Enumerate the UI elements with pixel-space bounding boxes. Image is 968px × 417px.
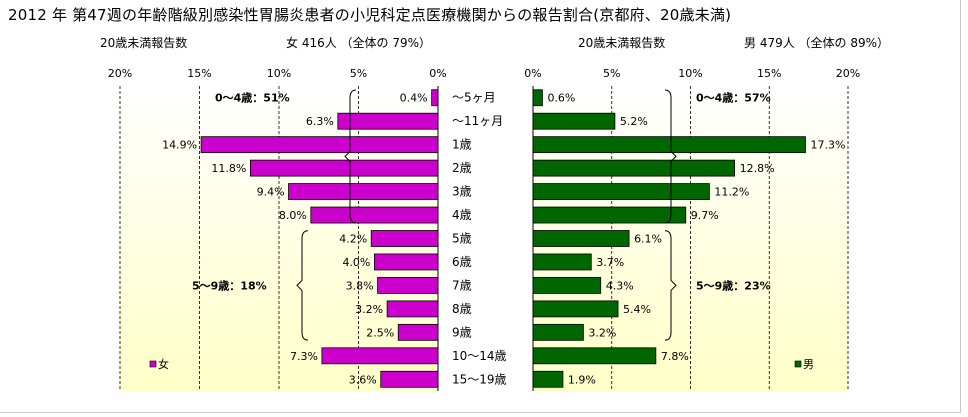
female-value-label: 7.3% [290,350,318,363]
age-category-label: 15～19歳 [452,372,507,386]
male-tick-label: 20% [836,67,860,80]
female-bar [310,206,439,224]
male-tick-label: 0% [524,67,541,80]
male-bar [532,300,619,318]
female-group-bracket [296,230,309,341]
male-bar [532,136,806,154]
female-group-annotation: 5～9歳：18% [192,278,267,292]
female-group-annotation: 0～4歳：51% [215,91,290,105]
female-legend-swatch [149,360,157,368]
female-bar [370,230,439,247]
male-total-label: 20歳未満報告数 [578,36,666,50]
female-total-summary: 女 416人 （全体の 79%） [286,36,432,50]
age-category-label: 2歳 [452,161,472,175]
female-tick-label: 15% [187,67,211,80]
female-group-bracket [344,89,357,224]
male-tick-label: 5% [603,67,620,80]
male-bar [532,206,687,224]
female-value-label: 11.8% [211,162,246,175]
male-value-label: 12.8% [740,162,775,175]
male-group-annotation: 0～4歳：57% [696,91,771,105]
female-bar [288,183,439,200]
male-value-label: 17.3% [810,139,845,152]
female-value-label: 8.0% [279,209,307,222]
age-category-label: ～11ヶ月 [452,114,503,128]
age-category-label: 9歳 [452,325,472,339]
male-value-label: 6.1% [634,233,662,246]
female-tick-label: 10% [267,67,291,80]
male-value-label: 5.2% [620,115,648,128]
female-value-label: 9.4% [257,186,285,199]
female-bar [373,253,439,271]
female-bar [380,370,439,388]
male-bar [532,89,543,107]
chart-title: 2012 年 第47週の年齢階級別感染性胃腸炎患者の小児科定点医療機関からの報告… [8,6,732,24]
female-tick-label: 0% [429,67,446,80]
male-total-summary: 男 479人 （全体の 89%） [744,36,890,50]
male-value-label: 0.6% [547,92,575,105]
age-category-label: 8歳 [452,302,472,316]
age-category-label: 6歳 [452,255,472,269]
female-bar [321,347,439,365]
female-legend-label: 女 [158,357,169,371]
male-tick-label: 10% [678,67,702,80]
male-value-label: 4.3% [606,279,634,292]
female-value-label: 3.8% [346,279,374,292]
female-value-label: 4.0% [342,256,370,269]
male-bar [532,159,736,177]
female-value-label: 3.6% [349,373,377,386]
female-value-label: 4.2% [339,233,367,246]
female-value-label: 3.2% [355,303,383,316]
age-category-label: 7歳 [452,278,472,292]
age-category-label: 4歳 [452,208,472,222]
female-bar [249,159,439,177]
male-group-bracket [664,89,677,224]
female-bar [386,300,439,318]
male-tick-label: 15% [757,67,781,80]
male-bar [532,230,630,247]
age-category-label: 10～14歳 [452,349,507,363]
male-bar [532,347,657,365]
male-value-label: 1.9% [568,373,596,386]
age-category-label: 5歳 [452,232,472,246]
male-legend-label: 男 [803,358,814,371]
male-value-label: 7.8% [661,350,689,363]
female-bar [337,112,439,130]
male-group-annotation: 5～9歳：23% [696,278,771,292]
male-value-label: 3.7% [596,256,624,269]
female-bar [200,136,439,154]
age-category-label: 3歳 [452,185,472,199]
female-value-label: 2.5% [366,326,394,339]
female-tick-label: 5% [350,67,367,80]
female-tick-label: 20% [108,67,132,80]
male-group-bracket [664,230,677,341]
female-value-label: 0.4% [400,92,428,105]
male-bar [532,253,592,271]
female-bar [377,277,439,294]
male-value-label: 9.7% [691,209,719,222]
male-bar [532,370,564,388]
female-bar [397,323,439,341]
male-bar [532,323,584,341]
age-category-label: 1歳 [452,138,472,152]
female-bar [431,89,439,107]
female-value-label: 6.3% [306,115,334,128]
male-legend-swatch [794,360,802,368]
male-bar [532,183,710,200]
male-value-label: 3.2% [588,326,616,339]
male-value-label: 5.4% [623,303,651,316]
male-bar [532,112,616,130]
female-total-label: 20歳未満報告数 [100,36,188,50]
age-category-label: ～5ヶ月 [452,91,496,105]
male-value-label: 11.2% [714,186,749,199]
female-value-label: 14.9% [162,139,197,152]
male-bar [532,277,602,294]
